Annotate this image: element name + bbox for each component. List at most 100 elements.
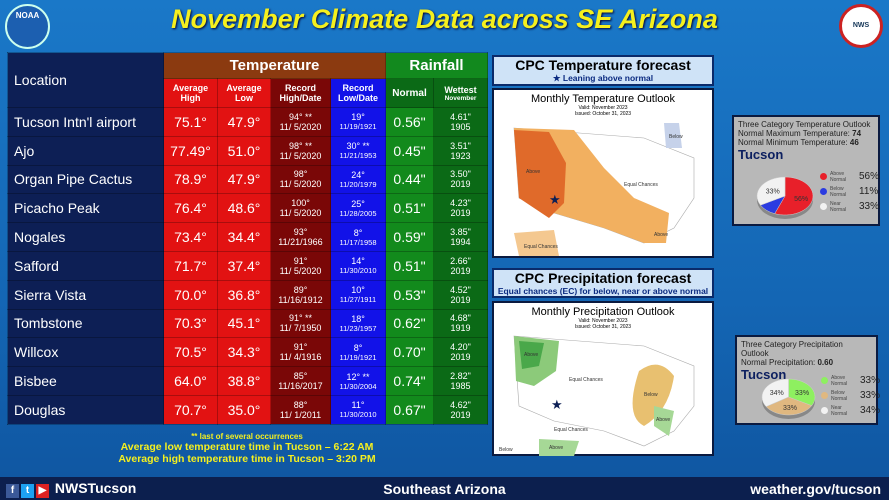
record-high-value: 93°	[293, 227, 308, 238]
twitter-icon[interactable]: t	[21, 484, 34, 498]
record-high-cell: 94° ** 11/ 5/2020	[270, 107, 331, 137]
record-low-date: 11/20/1979	[339, 179, 377, 189]
record-high-cell: 89° 11/16/1912	[270, 279, 331, 310]
min-label: Normal Minimum Temperature:	[738, 138, 848, 147]
record-low-value: 8°	[353, 227, 363, 238]
avg-low-cell: 34.4°	[217, 222, 271, 252]
avg-high-cell: 76.4°	[163, 193, 218, 224]
legend-label: Near Normal	[831, 404, 848, 417]
wettest-value: 3.85"	[450, 227, 471, 238]
footer-url[interactable]: weather.gov/tucson	[750, 481, 881, 497]
legend-dot	[821, 392, 828, 399]
wettest-year: 2019	[450, 265, 471, 276]
precip-forecast-title: CPC Precipitation forecast	[514, 270, 692, 286]
wettest-value: 3.51"	[450, 140, 471, 151]
footnote: ** last of several occurrences	[191, 432, 303, 441]
map-label: Equal Chances	[554, 427, 588, 433]
social-handle[interactable]: NWSTucson	[54, 480, 137, 496]
record-low-date: 11/30/2010	[339, 266, 377, 276]
record-low-value: 19°	[351, 112, 365, 123]
legend-label: Above Normal	[831, 374, 848, 387]
wettest-cell: 4.23" 2019	[433, 193, 489, 224]
record-high-date: 11/ 5/2020	[279, 208, 322, 219]
normal-rain-cell: 0.51"	[385, 193, 435, 224]
map-label: Equal Chances	[524, 244, 558, 250]
table-row: Douglas 70.7° 35.0° 88° 11/ 1/2011 11° 11/…	[7, 394, 489, 425]
map-label: Equal Chances	[569, 377, 603, 383]
map-label: Below	[669, 134, 683, 140]
wettest-value: 4.52"	[450, 284, 471, 295]
record-low-value: 12° **	[346, 371, 370, 382]
normal-rain-cell: 0.45"	[385, 135, 435, 166]
avg-low-cell: 37.4°	[217, 250, 271, 281]
normal-precip-value: 0.60	[817, 358, 834, 367]
wettest-value: 4.61"	[450, 111, 471, 122]
temp-outlook-box: Three Category Temperature Outlook Norma…	[732, 115, 880, 226]
location-cell: Ajo	[7, 135, 164, 166]
legend-pct: 11%	[859, 186, 879, 197]
avg-low-cell: 51.0°	[217, 135, 271, 166]
temperature-header: Temperature	[162, 52, 387, 79]
normal-rain-cell: 0.53"	[385, 279, 435, 310]
normal-rain-cell: 0.51"	[385, 250, 435, 281]
location-cell: Safford	[7, 250, 164, 281]
wettest-year: 1905	[450, 121, 471, 132]
precip-forecast-subtitle: Equal chances (EC) for below, near or ab…	[497, 286, 709, 296]
wettest-cell: 4.61" 1905	[433, 107, 489, 137]
pie-slice-label: 34%	[770, 390, 784, 397]
legend-dot	[821, 407, 828, 414]
footer-region: Southeast Arizona	[383, 481, 506, 497]
pie-slice-label: 33%	[783, 405, 797, 412]
facebook-icon[interactable]: f	[6, 484, 19, 498]
wettest-year: 1985	[450, 381, 471, 392]
city-name: Tucson	[738, 147, 784, 162]
map-title: Monthly Temperature Outlook	[530, 93, 676, 105]
record-low-value: 10°	[351, 285, 365, 296]
avg-low-cell: 36.8°	[217, 279, 271, 310]
record-low-cell: 25° 11/28/2005	[329, 193, 387, 224]
avg-high-cell: 75.1°	[163, 107, 218, 137]
record-high-value: 89°	[293, 284, 308, 295]
rainfall-header: Rainfall	[385, 52, 489, 79]
avg-high-cell: 64.0°	[163, 366, 218, 396]
avg-low-header: Average Low	[217, 78, 271, 108]
location-cell: Nogales	[7, 222, 164, 252]
record-high-date: 11/ 5/2020	[279, 179, 322, 190]
wettest-year: 2019	[450, 294, 471, 305]
wettest-value: 4.20"	[450, 342, 471, 353]
record-high-cell: 93° 11/21/1966	[270, 222, 331, 252]
record-high-date: 11/16/2017	[278, 381, 323, 392]
record-high-header: Record High/Date	[270, 78, 331, 108]
map-label: Above	[524, 352, 538, 358]
map-valid: Valid: November 2023	[578, 105, 628, 111]
record-low-value: 14°	[351, 256, 365, 267]
normal-rain-cell: 0.74"	[385, 366, 435, 396]
legend-pct: 34%	[860, 405, 881, 416]
avg-high-cell: 70.0°	[163, 279, 218, 310]
pie-slice-label: 56%	[794, 196, 808, 203]
record-high-cell: 98° ** 11/ 5/2020	[270, 135, 331, 166]
normal-header: Normal	[385, 78, 435, 108]
record-high-date: 11/ 4/1916	[279, 352, 322, 363]
avg-high-cell: 78.9°	[163, 164, 218, 195]
avg-low-cell: 47.9°	[217, 107, 271, 137]
pie-slice-label: 33%	[766, 189, 780, 196]
nws-logo: NWS	[839, 4, 883, 48]
temp-forecast-subtitle: Leaning above normal	[562, 73, 654, 83]
legend-label: Near Normal	[830, 200, 847, 213]
location-cell: Willcox	[7, 337, 164, 368]
wettest-value: 2.82"	[450, 371, 471, 382]
record-low-date: 11/19/1921	[339, 122, 377, 132]
record-low-value: 11°	[351, 400, 365, 411]
record-high-value: 85°	[293, 371, 308, 382]
record-high-date: 11/ 5/2020	[279, 265, 322, 276]
map-issued: Issued: October 31, 2023	[574, 324, 632, 330]
record-high-date: 11/ 5/2020	[279, 121, 322, 132]
pie-slice	[788, 378, 816, 406]
youtube-icon[interactable]: ▶	[36, 484, 49, 498]
pie-slice	[761, 378, 789, 407]
legend-item: Above Normal 56%	[820, 169, 879, 184]
legend-pct: 33%	[860, 390, 881, 401]
legend-item: Near Normal 34%	[821, 403, 880, 418]
legend-dot	[820, 173, 827, 180]
